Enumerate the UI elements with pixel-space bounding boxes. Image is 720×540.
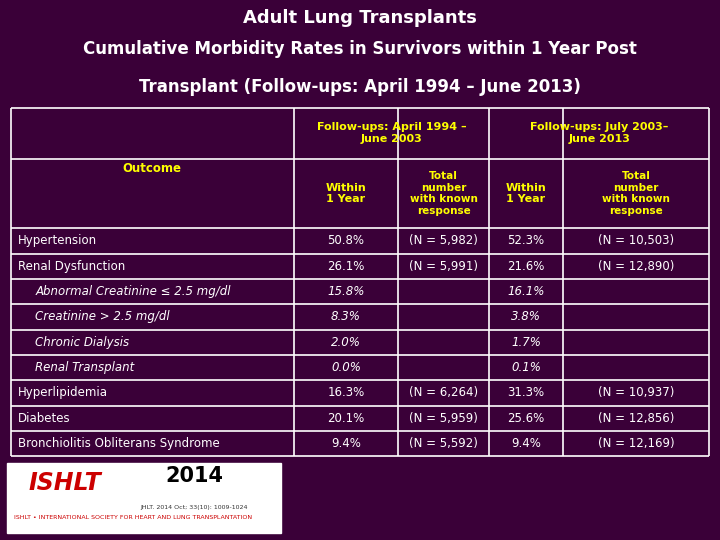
Text: 16.1%: 16.1% (507, 285, 544, 298)
Text: 21.6%: 21.6% (507, 260, 544, 273)
Text: Follow-ups: July 2003–
June 2013: Follow-ups: July 2003– June 2013 (530, 123, 668, 144)
Text: 15.8%: 15.8% (328, 285, 365, 298)
Text: 16.3%: 16.3% (328, 387, 364, 400)
Text: 0.0%: 0.0% (331, 361, 361, 374)
Text: Renal Dysfunction: Renal Dysfunction (18, 260, 125, 273)
Text: (N = 5,592): (N = 5,592) (410, 437, 478, 450)
Text: Abnormal Creatinine ≤ 2.5 mg/dl: Abnormal Creatinine ≤ 2.5 mg/dl (35, 285, 230, 298)
Text: (N = 5,959): (N = 5,959) (410, 412, 478, 425)
Text: Follow-ups: April 1994 –
June 2003: Follow-ups: April 1994 – June 2003 (317, 123, 467, 144)
Text: (N = 5,991): (N = 5,991) (409, 260, 478, 273)
Text: 9.4%: 9.4% (511, 437, 541, 450)
Text: Bronchiolitis Obliterans Syndrome: Bronchiolitis Obliterans Syndrome (18, 437, 220, 450)
Text: 31.3%: 31.3% (508, 387, 544, 400)
Text: 0.1%: 0.1% (511, 361, 541, 374)
Text: (N = 12,890): (N = 12,890) (598, 260, 674, 273)
Text: (N = 12,856): (N = 12,856) (598, 412, 674, 425)
Text: Creatinine > 2.5 mg/dl: Creatinine > 2.5 mg/dl (35, 310, 170, 323)
FancyBboxPatch shape (7, 463, 281, 534)
Text: 26.1%: 26.1% (328, 260, 365, 273)
Text: Cumulative Morbidity Rates in Survivors within 1 Year Post: Cumulative Morbidity Rates in Survivors … (83, 40, 637, 58)
Text: Outcome: Outcome (122, 161, 181, 174)
Text: Within
1 Year: Within 1 Year (325, 183, 366, 204)
Text: 50.8%: 50.8% (328, 234, 364, 247)
Text: 52.3%: 52.3% (508, 234, 544, 247)
Text: Chronic Dialysis: Chronic Dialysis (35, 336, 130, 349)
Text: Hypertension: Hypertension (18, 234, 97, 247)
Text: Transplant (Follow-ups: April 1994 – June 2013): Transplant (Follow-ups: April 1994 – Jun… (139, 78, 581, 96)
Text: Adult Lung Transplants: Adult Lung Transplants (243, 9, 477, 26)
Text: Total
number
with known
response: Total number with known response (410, 171, 478, 216)
Text: Diabetes: Diabetes (18, 412, 71, 425)
Text: ISHLT: ISHLT (29, 471, 102, 495)
Text: 1.7%: 1.7% (511, 336, 541, 349)
Text: (N = 10,937): (N = 10,937) (598, 387, 674, 400)
Text: Hyperlipidemia: Hyperlipidemia (18, 387, 108, 400)
Text: ISHLT • INTERNATIONAL SOCIETY FOR HEART AND LUNG TRANSPLANTATION: ISHLT • INTERNATIONAL SOCIETY FOR HEART … (14, 515, 253, 520)
Text: Within
1 Year: Within 1 Year (505, 183, 546, 204)
Text: 9.4%: 9.4% (331, 437, 361, 450)
Text: (N = 10,503): (N = 10,503) (598, 234, 674, 247)
Text: (N = 12,169): (N = 12,169) (598, 437, 674, 450)
Text: Renal Transplant: Renal Transplant (35, 361, 135, 374)
Text: 3.8%: 3.8% (511, 310, 541, 323)
Text: 2014: 2014 (166, 467, 223, 487)
Text: (N = 5,982): (N = 5,982) (410, 234, 478, 247)
Text: 2.0%: 2.0% (331, 336, 361, 349)
Text: (N = 6,264): (N = 6,264) (409, 387, 478, 400)
Text: Total
number
with known
response: Total number with known response (602, 171, 670, 216)
Text: JHLT. 2014 Oct; 33(10): 1009-1024: JHLT. 2014 Oct; 33(10): 1009-1024 (140, 505, 248, 510)
Text: 20.1%: 20.1% (328, 412, 364, 425)
Text: 8.3%: 8.3% (331, 310, 361, 323)
Text: 25.6%: 25.6% (508, 412, 544, 425)
